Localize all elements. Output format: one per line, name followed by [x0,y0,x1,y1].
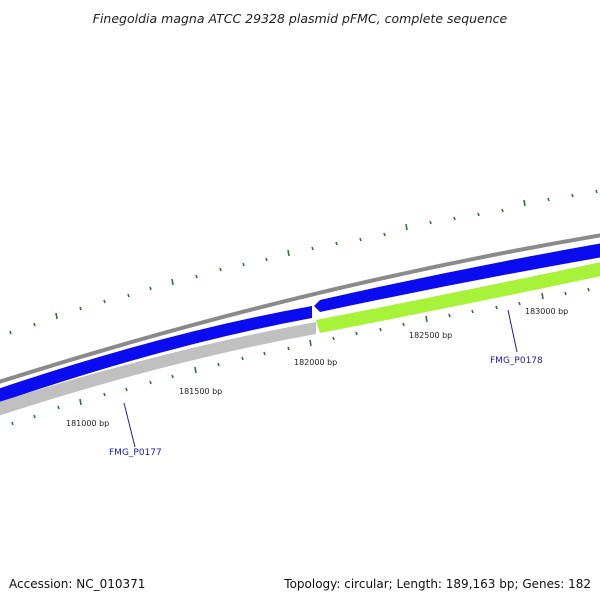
gene-leader-line [507,309,518,353]
accession-text: Accession: NC_010371 [9,577,146,591]
position-label: 182500 bp [409,331,452,340]
sequence-summary-text: Topology: circular; Length: 189,163 bp; … [284,577,591,591]
reverse-cds-arrow [316,262,600,333]
backbone-ring [0,233,600,384]
outer-tick-marks [9,189,598,335]
forward-cds-arrow [314,243,600,312]
forward-cds-arrow [0,306,312,403]
gene-leader-line [123,402,136,448]
gene-label[interactable]: FMG_P0178 [490,356,543,366]
position-label: 183000 bp [525,307,568,316]
position-label: 181500 bp [179,387,222,396]
inner-tick-marks [11,287,590,426]
gene-label[interactable]: FMG_P0177 [109,448,162,458]
position-label: 181000 bp [66,419,109,428]
map-title: Finegoldia magna ATCC 29328 plasmid pFMC… [93,11,508,26]
reverse-cds-arrow [0,322,316,416]
position-label: 182000 bp [294,358,337,367]
